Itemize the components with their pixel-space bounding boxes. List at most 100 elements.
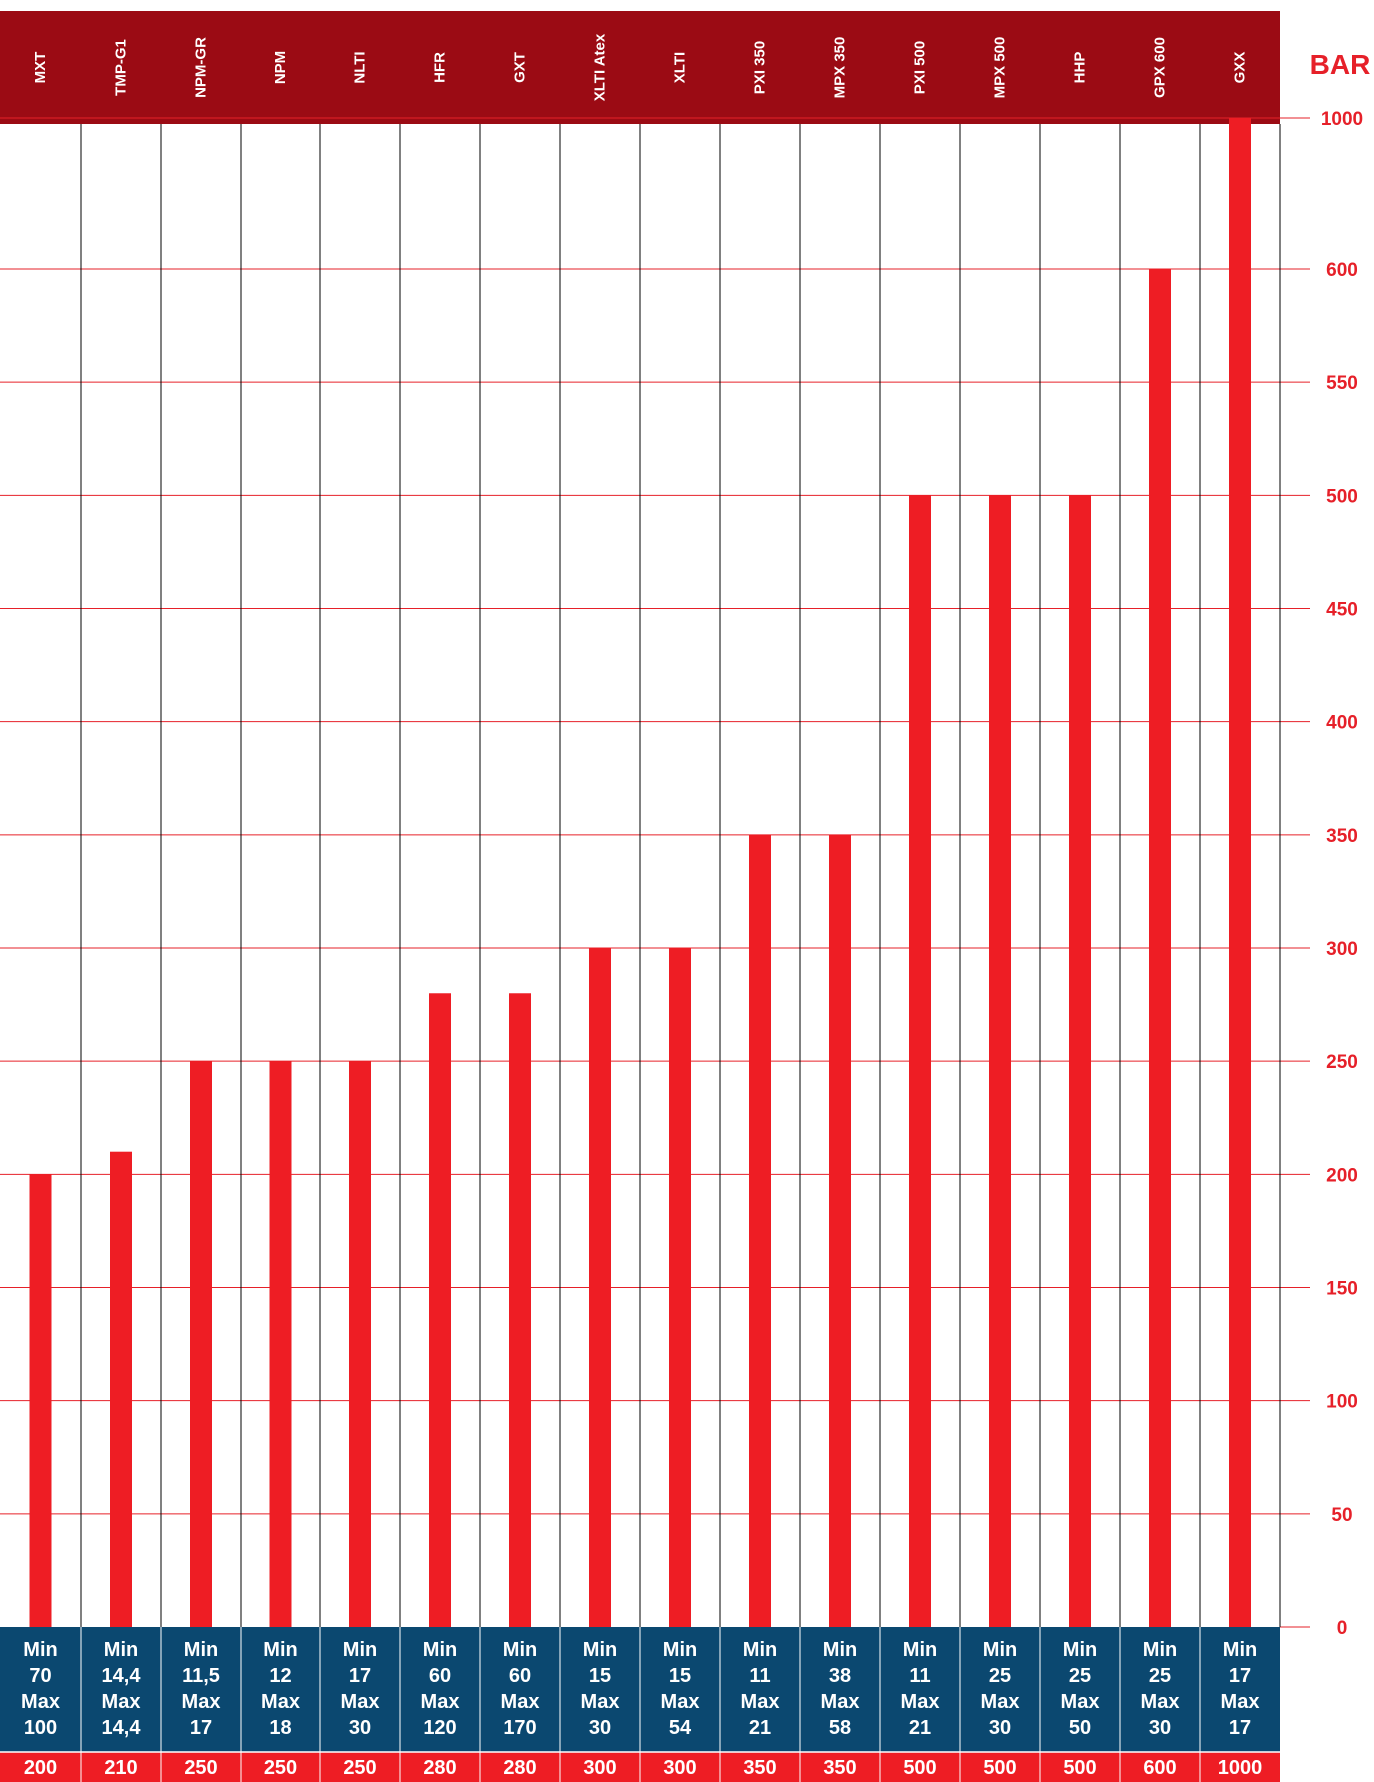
range-label: 15 bbox=[669, 1665, 691, 1687]
range-label: Min bbox=[983, 1639, 1017, 1661]
range-label: 25 bbox=[989, 1665, 1011, 1687]
range-label: Max bbox=[421, 1691, 460, 1713]
range-label: Max bbox=[21, 1691, 60, 1713]
range-label: Min bbox=[263, 1639, 297, 1661]
y-tick-label: 550 bbox=[1326, 373, 1358, 394]
range-label: Max bbox=[821, 1691, 860, 1713]
bar-3 bbox=[269, 1061, 292, 1627]
range-label: 15 bbox=[589, 1665, 611, 1687]
range-label: Max bbox=[261, 1691, 300, 1713]
range-label: 30 bbox=[349, 1717, 371, 1739]
category-label: NPM bbox=[272, 51, 289, 84]
bar-6 bbox=[509, 993, 531, 1627]
y-tick-label: 600 bbox=[1326, 260, 1358, 281]
range-label: Min bbox=[823, 1639, 857, 1661]
range-label: 17 bbox=[1229, 1665, 1251, 1687]
range-label: 60 bbox=[509, 1665, 531, 1687]
value-label: 500 bbox=[903, 1757, 936, 1779]
bar-1 bbox=[110, 1151, 132, 1627]
range-label: 11,5 bbox=[182, 1665, 220, 1687]
range-label: 11 bbox=[749, 1665, 770, 1687]
category-label: GXT bbox=[512, 52, 529, 83]
range-label: Min bbox=[663, 1639, 697, 1661]
category-label: NPM-GR bbox=[193, 37, 210, 98]
range-label: Min bbox=[343, 1639, 377, 1661]
range-label: 30 bbox=[1149, 1717, 1171, 1739]
range-label: 38 bbox=[829, 1665, 851, 1687]
range-label: 30 bbox=[589, 1717, 611, 1739]
category-label: NLTI bbox=[352, 51, 369, 83]
y-tick-label: 150 bbox=[1326, 1279, 1358, 1300]
range-label: Min bbox=[104, 1639, 138, 1661]
value-label: 500 bbox=[1063, 1757, 1096, 1779]
value-label: 200 bbox=[24, 1757, 57, 1779]
range-label: 25 bbox=[1149, 1665, 1171, 1687]
range-label: 70 bbox=[29, 1665, 51, 1687]
value-label: 350 bbox=[823, 1757, 856, 1779]
range-label: 60 bbox=[429, 1665, 451, 1687]
bar-0 bbox=[29, 1174, 52, 1627]
category-label: XLTI Atex bbox=[592, 33, 609, 101]
range-label: Min bbox=[503, 1639, 537, 1661]
range-label: 30 bbox=[989, 1717, 1011, 1739]
range-label: 25 bbox=[1069, 1665, 1091, 1687]
bar-4 bbox=[349, 1061, 371, 1627]
category-label: TMP-G1 bbox=[113, 39, 130, 96]
value-label: 500 bbox=[983, 1757, 1016, 1779]
y-tick-label: 400 bbox=[1326, 713, 1358, 734]
category-label: PXI 350 bbox=[752, 41, 769, 94]
value-label: 1000 bbox=[1218, 1757, 1263, 1779]
value-label: 300 bbox=[663, 1757, 696, 1779]
range-label: Min bbox=[423, 1639, 457, 1661]
range-label: Min bbox=[23, 1639, 57, 1661]
range-label: 120 bbox=[423, 1717, 456, 1739]
range-label: 170 bbox=[503, 1717, 536, 1739]
y-tick-label: 300 bbox=[1326, 939, 1358, 960]
range-label: Min bbox=[583, 1639, 617, 1661]
category-label: PXI 500 bbox=[912, 41, 929, 94]
value-label: 250 bbox=[264, 1757, 297, 1779]
y-tick-label: 500 bbox=[1326, 486, 1358, 507]
range-label: 21 bbox=[909, 1717, 931, 1739]
category-label: HFR bbox=[432, 52, 449, 83]
range-label: 11 bbox=[909, 1665, 930, 1687]
range-label: 58 bbox=[829, 1717, 851, 1739]
range-label: Max bbox=[1061, 1691, 1100, 1713]
range-label: Max bbox=[1141, 1691, 1180, 1713]
range-label: 14,4 bbox=[102, 1717, 142, 1739]
range-label: Max bbox=[182, 1691, 221, 1713]
range-label: Max bbox=[341, 1691, 380, 1713]
y-tick-label: 250 bbox=[1326, 1052, 1358, 1073]
y-tick-label: 1000 bbox=[1321, 109, 1363, 130]
range-label: 17 bbox=[349, 1665, 371, 1687]
value-label: 350 bbox=[743, 1757, 776, 1779]
category-label: MXT bbox=[32, 52, 49, 84]
category-label: MPX 500 bbox=[992, 37, 1009, 99]
bar-15 bbox=[1229, 118, 1251, 1627]
range-label: 21 bbox=[749, 1717, 771, 1739]
range-label: Min bbox=[743, 1639, 777, 1661]
axis-unit-label: BAR bbox=[1310, 49, 1371, 80]
range-label: 54 bbox=[669, 1717, 692, 1739]
range-label: Max bbox=[661, 1691, 700, 1713]
bar-11 bbox=[909, 495, 931, 1627]
range-label: Min bbox=[903, 1639, 937, 1661]
category-label: HHP bbox=[1072, 52, 1089, 84]
category-label: XLTI bbox=[672, 52, 689, 83]
range-label: 50 bbox=[1069, 1717, 1091, 1739]
range-label: Min bbox=[1223, 1639, 1257, 1661]
range-label: Min bbox=[1063, 1639, 1097, 1661]
value-label: 280 bbox=[503, 1757, 536, 1779]
value-label: 280 bbox=[423, 1757, 456, 1779]
bar-2 bbox=[190, 1061, 212, 1627]
category-label: GPX 600 bbox=[1152, 37, 1169, 98]
value-label: 250 bbox=[184, 1757, 217, 1779]
y-tick-label: 350 bbox=[1326, 826, 1358, 847]
value-label: 250 bbox=[343, 1757, 376, 1779]
y-tick-label: 450 bbox=[1326, 600, 1358, 621]
range-label: Min bbox=[184, 1639, 218, 1661]
y-tick-label: 0 bbox=[1337, 1618, 1348, 1639]
y-tick-label: 200 bbox=[1326, 1165, 1358, 1186]
range-label: Max bbox=[1221, 1691, 1260, 1713]
